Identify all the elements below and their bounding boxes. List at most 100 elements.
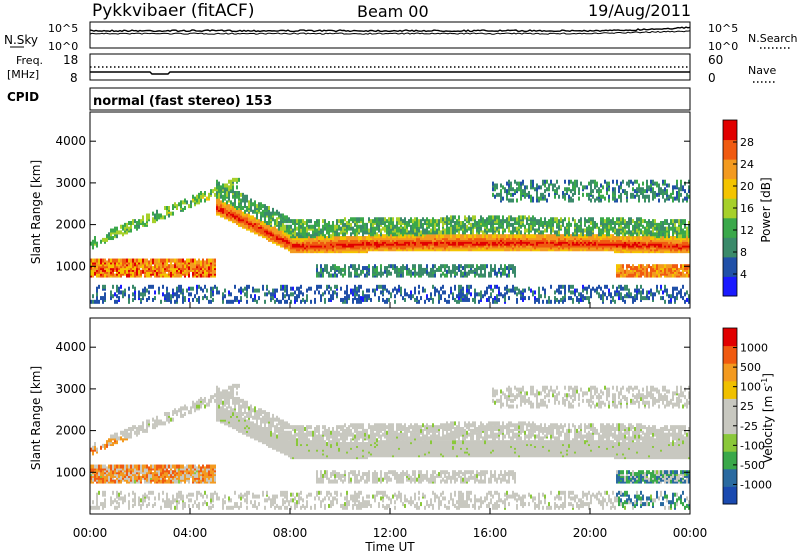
- power-cell: [638, 217, 640, 222]
- power-cell: [330, 234, 332, 239]
- power-cell: [628, 217, 630, 222]
- power-cell: [546, 198, 548, 203]
- power-cell: [580, 297, 582, 302]
- power-cell: [176, 273, 178, 278]
- power-cell: [536, 183, 538, 188]
- power-cell: [516, 234, 518, 239]
- power-cell: [378, 221, 380, 226]
- power-cell: [380, 264, 382, 269]
- power-cell: [392, 217, 394, 222]
- power-cell: [268, 209, 270, 214]
- power-cell: [428, 271, 430, 276]
- power-cell: [458, 288, 460, 293]
- power-cell: [452, 292, 454, 297]
- power-cell: [254, 294, 256, 299]
- power-cell: [380, 273, 382, 278]
- power-cell: [410, 294, 412, 299]
- power-cell: [424, 228, 426, 233]
- power-cell: [544, 234, 546, 239]
- power-cell: [282, 226, 284, 231]
- freq-tick-top-left: 18: [63, 53, 78, 67]
- power-cell: [526, 221, 528, 226]
- power-cell: [588, 224, 590, 229]
- power-cell: [108, 271, 110, 276]
- power-cell: [564, 294, 566, 299]
- power-cell: [326, 222, 328, 227]
- power-cell: [496, 294, 498, 299]
- power-cell: [608, 187, 610, 192]
- power-cell: [564, 192, 566, 197]
- power-cell: [296, 294, 298, 299]
- power-cell: [310, 224, 312, 229]
- power-cell: [572, 198, 574, 203]
- power-cell: [120, 273, 122, 278]
- power-cell: [190, 292, 192, 297]
- power-cell: [142, 221, 144, 226]
- power-cell: [448, 294, 450, 299]
- power-cell: [526, 192, 528, 197]
- power-cell: [206, 266, 208, 271]
- power-cell: [502, 196, 504, 201]
- power-cell: [382, 284, 384, 289]
- power-cell: [636, 273, 638, 278]
- power-cell: [134, 294, 136, 299]
- power-cell: [460, 297, 462, 302]
- power-cell: [120, 258, 122, 263]
- power-cell: [240, 192, 242, 197]
- power-cell: [410, 290, 412, 295]
- power-cell: [532, 290, 534, 295]
- power-cell: [448, 217, 450, 222]
- power-cell: [636, 266, 638, 271]
- power-cell: [580, 217, 582, 222]
- power-cell: [610, 234, 612, 239]
- power-cell: [286, 288, 288, 293]
- power-cell: [496, 226, 498, 231]
- power-cell: [304, 221, 306, 226]
- power-cell: [300, 290, 302, 295]
- power-cell: [400, 266, 402, 271]
- power-cell: [434, 234, 436, 239]
- power-cell: [318, 226, 320, 231]
- power-cell: [344, 269, 346, 274]
- power-cell: [420, 219, 422, 224]
- power-cell: [574, 183, 576, 188]
- power-cell: [172, 264, 174, 269]
- power-cell: [102, 273, 104, 278]
- power-cell: [530, 194, 532, 199]
- power-cell: [124, 226, 126, 231]
- power-cell: [594, 221, 596, 226]
- power-cell: [300, 234, 302, 239]
- power-cell: [258, 219, 260, 224]
- power-cell: [492, 234, 494, 239]
- power-cell: [496, 215, 498, 220]
- power-cell: [602, 194, 604, 199]
- power-cell: [606, 190, 608, 195]
- power-cell: [308, 236, 310, 241]
- power-cell: [238, 209, 240, 214]
- power-cell: [368, 217, 370, 222]
- power-cell: [198, 192, 200, 197]
- power-cell: [384, 217, 386, 222]
- power-cell: [392, 221, 394, 226]
- power-cell: [330, 224, 332, 229]
- power-cell: [544, 179, 546, 184]
- power-cell: [148, 260, 150, 265]
- power-cell: [400, 269, 402, 274]
- power-cell: [244, 292, 246, 297]
- power-cell: [240, 296, 242, 301]
- power-cell: [590, 226, 592, 231]
- power-cell: [466, 234, 468, 239]
- power-cell: [116, 294, 118, 299]
- power-cell: [618, 290, 620, 295]
- power-cell: [380, 228, 382, 233]
- power-cell: [212, 189, 214, 194]
- power-cell: [648, 271, 650, 276]
- power-cell: [170, 211, 172, 216]
- power-cell: [226, 200, 228, 205]
- power-cell: [468, 215, 470, 220]
- power-cell: [514, 266, 516, 271]
- power-cell: [570, 296, 572, 301]
- power-cell: [368, 228, 370, 233]
- power-cell: [630, 292, 632, 297]
- power-cell: [470, 217, 472, 222]
